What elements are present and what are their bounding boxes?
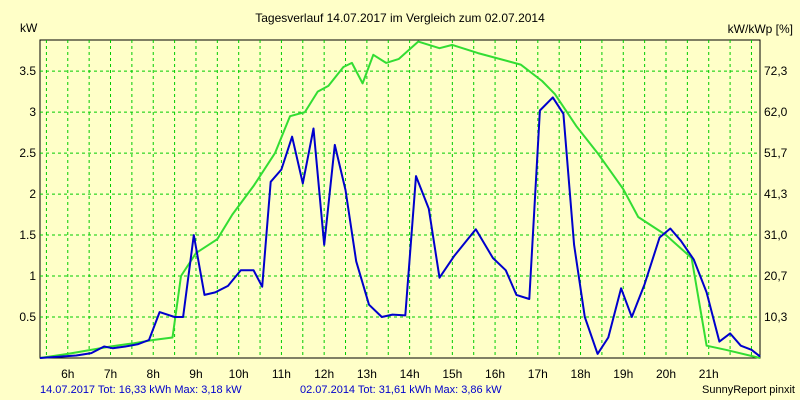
x-tick-label: 17h (528, 367, 548, 381)
chart-title: Tagesverlauf 14.07.2017 im Vergleich zum… (255, 11, 545, 25)
x-tick-label: 6h (61, 367, 74, 381)
series-line-1 (39, 96, 761, 359)
y2-tick-label: 41,3 (764, 187, 788, 201)
series-line-2 (39, 40, 761, 359)
y2-tick-label: 72,3 (764, 64, 788, 78)
y-tick-label: 1.5 (19, 228, 36, 242)
x-tick-label: 14h (400, 367, 420, 381)
x-tick-label: 8h (147, 367, 160, 381)
right-axis-unit: kW/kWp [%] (728, 22, 793, 36)
y2-tick-label: 10,3 (764, 310, 788, 324)
y2-tick-label: 20,7 (764, 269, 788, 283)
x-tick-label: 11h (272, 367, 291, 381)
y-tick-label: 3.5 (19, 64, 36, 78)
series-lines (39, 40, 761, 359)
footer-series2-summary: 02.07.2014 Tot: 31,61 kWh Max: 3,86 kW (300, 384, 502, 396)
x-tick-label: 12h (314, 367, 334, 381)
y2-tick-label: 31,0 (764, 228, 788, 242)
y-tick-label: 3 (29, 105, 36, 119)
y2-tick-label: 51,7 (764, 146, 788, 160)
y-tick-label: 2.5 (19, 146, 36, 160)
x-tick-label: 19h (613, 367, 633, 381)
footer-credit: SunnyReport pinxit (702, 384, 795, 396)
x-tick-label: 10h (229, 367, 249, 381)
x-tick-label: 9h (189, 367, 202, 381)
y-tick-label: 0.5 (19, 310, 36, 324)
left-axis-unit: kW (20, 21, 38, 35)
tick-labels: 0.5 10,3 1 20,7 1.5 31,0 2 41,3 2.5 51,7 3 62,0 3.5 7… (19, 64, 787, 381)
y-tick-label: 2 (29, 187, 36, 201)
x-tick-label: 16h (485, 367, 505, 381)
x-tick-label: 18h (571, 367, 591, 381)
x-tick-label: 15h (442, 367, 462, 381)
x-tick-label: 20h (656, 367, 676, 381)
grid (39, 39, 761, 359)
x-tick-label: 7h (104, 367, 117, 381)
footer-series1-summary: 14.07.2017 Tot: 16,33 kWh Max: 3,18 kW (40, 384, 242, 396)
x-tick-label: 21h (699, 367, 719, 381)
plot-frame (39, 39, 761, 359)
x-tick-label: 13h (357, 367, 377, 381)
y-tick-label: 1 (29, 269, 36, 283)
y2-tick-label: 62,0 (764, 105, 788, 119)
